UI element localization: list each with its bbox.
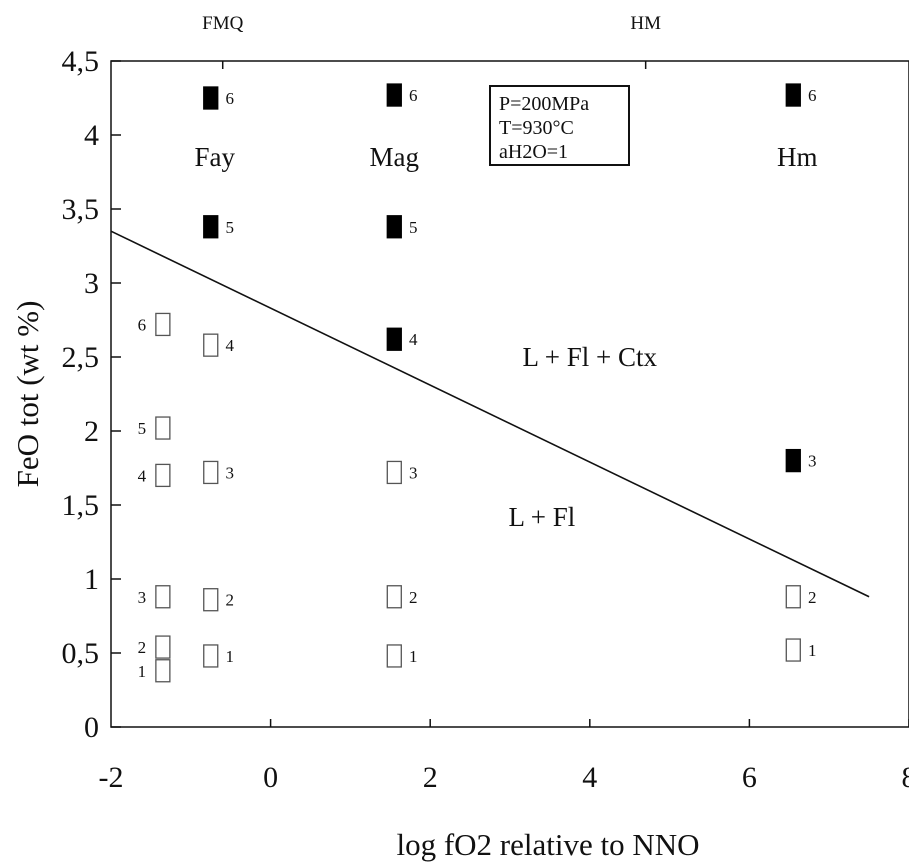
y-tick-label: 0 — [84, 711, 99, 744]
data-point-filled — [386, 83, 402, 107]
data-point-filled — [386, 327, 402, 351]
data-point-open — [386, 644, 402, 668]
point-label: 4 — [138, 466, 147, 485]
data-point-open — [155, 635, 171, 659]
phase-boundary-line — [110, 230, 870, 598]
data-point-open — [203, 588, 219, 612]
mineral-label: Mag — [370, 142, 420, 172]
top-marker-label: FMQ — [202, 13, 243, 34]
phase-field-label: L + Fl + Ctx — [523, 342, 658, 372]
data-point-filled — [386, 215, 402, 239]
data-point-open — [155, 659, 171, 683]
data-point-filled — [785, 448, 801, 473]
point-label: 5 — [409, 218, 418, 237]
y-tick-label: 4 — [84, 119, 99, 152]
point-label: 2 — [409, 588, 418, 607]
x-tick-label: 6 — [742, 761, 757, 794]
data-point-filled — [785, 83, 801, 107]
point-label: 3 — [138, 588, 147, 607]
point-label: 6 — [808, 86, 817, 105]
x-tick-label: 2 — [423, 761, 438, 794]
condition-pressure: P=200MPa — [499, 93, 589, 115]
phase-field-label: L + Fl — [509, 502, 576, 532]
data-point-open — [386, 585, 402, 609]
data-point-open — [203, 644, 219, 668]
x-tick-label: 8 — [902, 761, 909, 794]
point-label: 5 — [226, 218, 235, 237]
point-label: 2 — [808, 588, 817, 607]
conditions-box: P=200MPa T=930°C aH2O=1 — [489, 85, 630, 166]
plot-frame — [110, 60, 909, 728]
data-point-open — [785, 638, 801, 662]
point-label: 1 — [226, 647, 235, 666]
y-tick-label: 2,5 — [62, 341, 100, 374]
point-label: 4 — [409, 330, 418, 349]
x-tick-label: -2 — [99, 761, 124, 794]
data-point-filled — [203, 86, 219, 110]
condition-water-activity: aH2O=1 — [499, 141, 568, 163]
point-label: 3 — [409, 463, 418, 482]
point-label: 1 — [409, 647, 418, 666]
point-label: 6 — [138, 315, 147, 334]
point-label: 1 — [808, 641, 817, 660]
point-label: 4 — [226, 336, 235, 355]
data-point-open — [785, 585, 801, 609]
data-point-open — [155, 416, 171, 440]
point-label: 3 — [808, 452, 817, 471]
y-tick-label: 3 — [84, 267, 99, 300]
y-axis-title: FeO tot (wt %) — [10, 301, 45, 488]
data-point-open — [386, 460, 402, 485]
point-label: 5 — [138, 419, 147, 438]
data-point-open — [155, 463, 171, 488]
data-point-open — [155, 585, 171, 609]
mineral-label: Fay — [194, 142, 235, 172]
point-label: 2 — [226, 591, 235, 610]
data-point-open — [203, 333, 219, 357]
mineral-label: Hm — [777, 142, 818, 172]
y-tick-label: 4,5 — [62, 45, 100, 78]
x-axis-title: log fO2 relative to NNO — [396, 827, 699, 862]
x-tick-label: 0 — [263, 761, 278, 794]
point-label: 2 — [138, 638, 147, 657]
point-label: 6 — [226, 89, 235, 108]
data-point-open — [203, 460, 219, 485]
y-tick-label: 0,5 — [62, 637, 100, 670]
data-point-filled — [203, 215, 219, 239]
x-tick-label: 4 — [582, 761, 597, 794]
y-tick-label: 1,5 — [62, 489, 100, 522]
points-layer: 6 5 4 3 2 1 6 5 4 3 2 1 6 5 4 3 2 1 6 3 2 1 — [138, 83, 817, 683]
point-label: 1 — [138, 662, 147, 681]
conditions-box-border — [489, 85, 630, 166]
point-label: 3 — [226, 463, 235, 482]
y-tick-label: 2 — [84, 415, 99, 448]
condition-temperature: T=930°C — [499, 117, 574, 139]
y-tick-label: 1 — [84, 563, 99, 596]
y-tick-label: 3,5 — [62, 193, 100, 226]
boundary-line-layer — [110, 230, 870, 598]
annotation-layer: Fay Mag Hm L + Fl + Ctx L + Fl — [194, 142, 817, 532]
data-point-open — [155, 312, 171, 337]
point-label: 6 — [409, 86, 418, 105]
top-marker-label: HM — [630, 13, 661, 34]
